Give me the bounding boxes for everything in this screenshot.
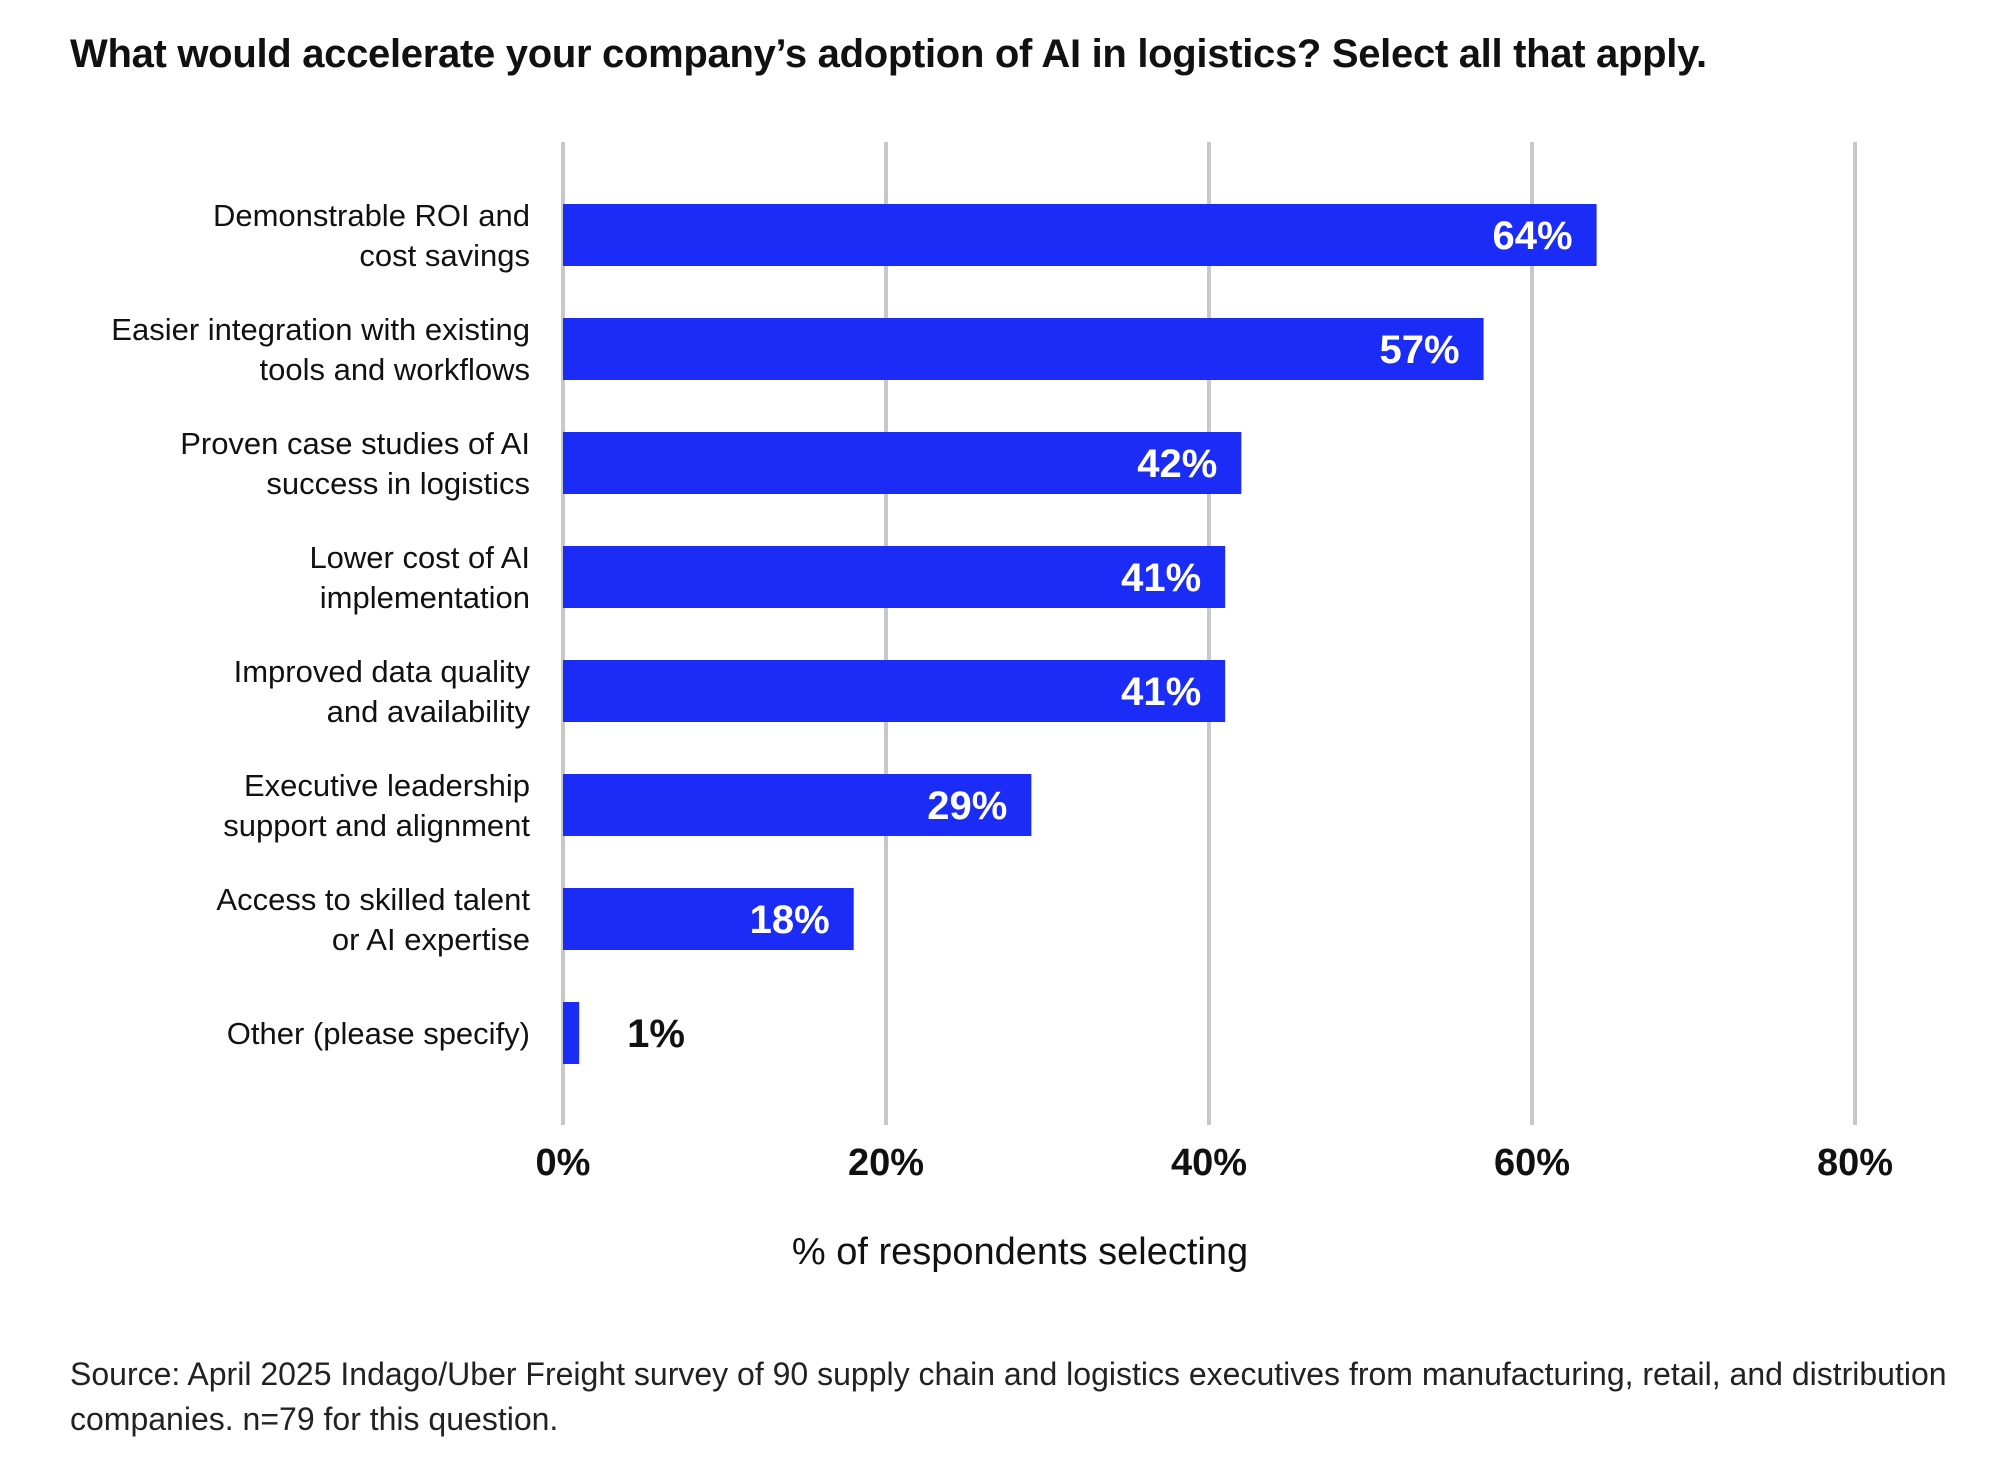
bar — [563, 888, 854, 950]
category-label: success in logistics — [266, 466, 530, 501]
category-label: Demonstrable ROI and — [213, 198, 530, 233]
category-label: Proven case studies of AI — [180, 426, 530, 461]
category-label: or AI expertise — [332, 922, 530, 957]
x-tick-label: 80% — [1817, 1142, 1893, 1184]
category-label: and availability — [327, 694, 531, 729]
category-label: Other (please specify) — [227, 1016, 530, 1051]
category-label: Easier integration with existing — [111, 312, 530, 347]
chart-title: What would accelerate your company’s ado… — [70, 32, 1707, 76]
bar-value-label: 42% — [1137, 442, 1217, 486]
bar — [563, 660, 1226, 722]
bar-value-label: 18% — [750, 898, 830, 942]
bar — [563, 546, 1226, 608]
x-tick-label: 60% — [1494, 1142, 1570, 1184]
bar-value-label: 57% — [1379, 328, 1459, 372]
category-label: Improved data quality — [234, 654, 531, 689]
category-label: support and alignment — [223, 808, 530, 843]
bar-value-label: 64% — [1493, 214, 1573, 258]
category-label: implementation — [320, 580, 530, 615]
x-axis-title: % of respondents selecting — [792, 1231, 1248, 1273]
bar — [563, 204, 1597, 266]
bar — [563, 318, 1484, 380]
x-tick-label: 20% — [848, 1142, 924, 1184]
bar — [563, 1002, 580, 1064]
category-label: tools and workflows — [259, 352, 530, 387]
bar-value-label: 41% — [1121, 556, 1201, 600]
value-labels: 64% 57% 42% 41% 41% 29% 18% 1% — [627, 214, 1572, 1056]
x-axis-tick-labels: 0% 20% 40% 60% 80% — [536, 1142, 1893, 1184]
category-label: cost savings — [359, 238, 530, 273]
bar — [563, 774, 1032, 836]
bar-value-label: 29% — [927, 784, 1007, 828]
category-labels: Demonstrable ROI and cost savings Easier i… — [111, 198, 530, 1051]
bar-value-label: 41% — [1121, 670, 1201, 714]
bars — [563, 204, 1597, 1064]
source-note: Source: April 2025 Indago/Uber Freight s… — [70, 1356, 1947, 1437]
category-label: Lower cost of AI — [309, 540, 530, 575]
bar-value-label: 1% — [627, 1012, 685, 1056]
bar — [563, 432, 1242, 494]
category-label: Access to skilled talent — [216, 882, 530, 917]
category-label: Executive leadership — [244, 768, 530, 803]
gridlines — [561, 142, 1857, 1125]
x-tick-label: 0% — [536, 1142, 591, 1184]
x-tick-label: 40% — [1171, 1142, 1247, 1184]
